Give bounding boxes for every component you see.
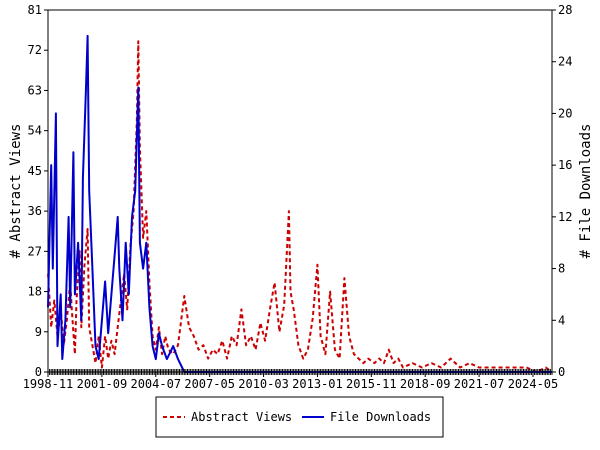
x-tick-label: 2010-03 (238, 377, 289, 391)
y-right-tick-label: 4 (558, 313, 565, 327)
legend-label-abstract-views: Abstract Views (191, 410, 292, 424)
y-left-tick-label: 18 (28, 285, 42, 299)
plot-area (47, 9, 553, 373)
y-left-tick-label: 63 (28, 83, 42, 97)
x-tick-label: 2004-07 (130, 377, 181, 391)
y-axis-left-title: # Abstract Views (8, 124, 24, 259)
y-left-tick-label: 81 (28, 3, 42, 17)
legend: Abstract Views File Downloads (155, 396, 444, 438)
y-right-tick-label: 12 (558, 210, 572, 224)
legend-label-file-downloads: File Downloads (330, 410, 431, 424)
y-axis-right-title: # File Downloads (578, 124, 594, 259)
y-left-tick-label: 9 (35, 325, 42, 339)
x-tick-label: 2007-05 (184, 377, 235, 391)
x-tick-label: 2018-09 (400, 377, 451, 391)
x-tick-label: 2001-09 (77, 377, 128, 391)
y-right-tick-label: 24 (558, 55, 572, 69)
x-tick-label: 2013-01 (292, 377, 343, 391)
y-left-tick-label: 54 (28, 124, 42, 138)
y-right-tick-label: 28 (558, 3, 572, 17)
y-right-tick-label: 16 (558, 158, 572, 172)
y-left-tick-label: 0 (35, 365, 42, 379)
y-right-tick-label: 20 (558, 106, 572, 120)
series-line-abstract-views (47, 40, 553, 373)
y-left-tick-label: 45 (28, 164, 42, 178)
y-right-tick-label: 0 (558, 365, 565, 379)
y-left-tick-label: 27 (28, 244, 42, 258)
x-tick-label: 2024-05 (508, 377, 559, 391)
y-right-tick-label: 8 (558, 262, 565, 276)
x-tick-label: 2021-07 (454, 377, 505, 391)
legend-box (155, 396, 444, 438)
x-tick-label: 2015-11 (346, 377, 397, 391)
x-tick-label: 1998-11 (23, 377, 74, 391)
y-left-tick-label: 36 (28, 204, 42, 218)
plot-frame (47, 9, 553, 373)
y-left-tick-label: 72 (28, 43, 42, 57)
